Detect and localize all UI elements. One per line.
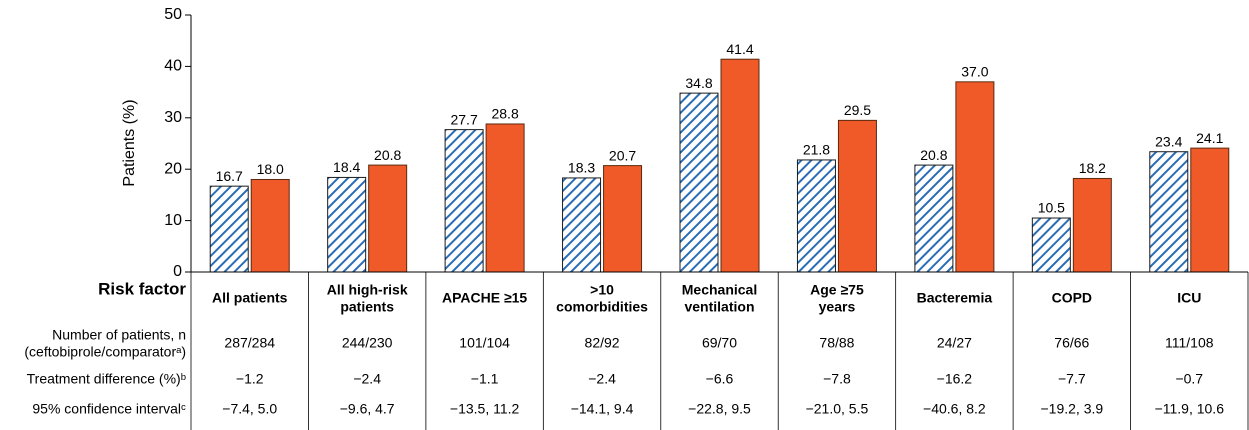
category-label: Bacteremia xyxy=(917,290,993,306)
bar xyxy=(720,58,760,273)
table-cell: 287/284 xyxy=(224,335,275,351)
value-label: 27.7 xyxy=(450,111,477,127)
row-label: Treatment difference (%)ᵇ xyxy=(27,371,186,387)
value-label: 20.8 xyxy=(920,147,947,163)
table-cell: 78/88 xyxy=(819,335,854,351)
bar xyxy=(327,176,367,273)
table-cell: −13.5, 11.2 xyxy=(450,401,520,417)
category-label: APACHE ≥15 xyxy=(442,290,527,306)
value-label: 20.7 xyxy=(609,147,636,163)
bar xyxy=(1149,151,1189,273)
table-cell: −7.8 xyxy=(823,371,851,387)
table-cell: 76/66 xyxy=(1054,335,1089,351)
bar xyxy=(1031,217,1071,273)
value-label: 20.8 xyxy=(374,147,401,163)
table-cell: −1.1 xyxy=(471,371,499,387)
value-label: 34.8 xyxy=(685,75,712,91)
row-label: Number of patients, n (ceftobiprole/compa… xyxy=(24,326,186,359)
table-cell: 82/92 xyxy=(585,335,620,351)
bar xyxy=(837,119,877,273)
bar xyxy=(1072,177,1112,273)
table-cell: −2.4 xyxy=(353,371,381,387)
bar xyxy=(914,164,954,273)
table-cell: −0.7 xyxy=(1175,371,1203,387)
value-label: 16.7 xyxy=(216,168,243,184)
table-cell: 244/230 xyxy=(342,335,393,351)
table-cell: −22.8, 9.5 xyxy=(688,401,751,417)
table-cell: −11.9, 10.6 xyxy=(1155,401,1225,417)
category-label: >10 comorbidities xyxy=(556,281,648,314)
bar xyxy=(444,129,484,273)
y-axis-label: Patients (%) xyxy=(121,99,138,186)
table-cell: −1.2 xyxy=(236,371,264,387)
category-label: All patients xyxy=(212,290,288,306)
value-label: 23.4 xyxy=(1155,133,1182,149)
value-label: 37.0 xyxy=(961,64,988,80)
value-label: 18.4 xyxy=(333,159,360,175)
category-label: ICU xyxy=(1177,290,1201,306)
y-tick-label: 30 xyxy=(164,109,182,126)
category-label: Mechanical ventilation xyxy=(682,281,757,314)
y-tick-label: 50 xyxy=(164,6,182,23)
y-tick-label: 0 xyxy=(173,263,182,280)
table-cell: −21.0, 5.5 xyxy=(806,401,869,417)
bar xyxy=(562,177,602,273)
value-label: 18.2 xyxy=(1079,160,1106,176)
table-cell: 111/108 xyxy=(1165,335,1214,351)
table-cell: 69/70 xyxy=(702,335,737,351)
bar xyxy=(796,159,836,273)
row-label: 95% confidence intervalᶜ xyxy=(32,401,186,417)
category-label: All high-risk patients xyxy=(327,281,408,314)
value-label: 21.8 xyxy=(803,142,830,158)
table-cell: −40.6, 8.2 xyxy=(923,401,986,417)
table-cell: −2.4 xyxy=(588,371,616,387)
table-cell: 24/27 xyxy=(937,335,972,351)
table-cell: −9.6, 4.7 xyxy=(340,401,395,417)
bar xyxy=(955,81,995,273)
bar xyxy=(679,92,719,273)
value-label: 18.3 xyxy=(568,160,595,176)
table-cell: −19.2, 3.9 xyxy=(1040,401,1103,417)
table-cell: −7.7 xyxy=(1058,371,1086,387)
bar xyxy=(1190,147,1230,273)
value-label: 29.5 xyxy=(844,102,871,118)
value-label: 10.5 xyxy=(1038,200,1065,216)
table-cell: −16.2 xyxy=(937,371,973,387)
y-tick-label: 10 xyxy=(164,212,182,229)
value-label: 18.0 xyxy=(257,161,284,177)
bar xyxy=(250,178,290,273)
table-cell: −6.6 xyxy=(706,371,734,387)
bar xyxy=(603,165,643,273)
row-header: Risk factor xyxy=(98,279,186,298)
bar xyxy=(368,164,408,273)
value-label: 24.1 xyxy=(1196,130,1223,146)
bar xyxy=(485,123,525,273)
category-label: Age ≥75 years xyxy=(810,281,864,314)
bar xyxy=(209,185,249,273)
value-label: 28.8 xyxy=(491,106,518,122)
table-cell: −7.4, 5.0 xyxy=(222,401,277,417)
table-cell: 101/104 xyxy=(459,335,510,351)
y-tick-label: 20 xyxy=(164,160,182,177)
y-tick-label: 40 xyxy=(164,58,182,75)
value-label: 41.4 xyxy=(726,41,753,57)
category-label: COPD xyxy=(1052,290,1092,306)
table-cell: −14.1, 9.4 xyxy=(571,401,634,417)
